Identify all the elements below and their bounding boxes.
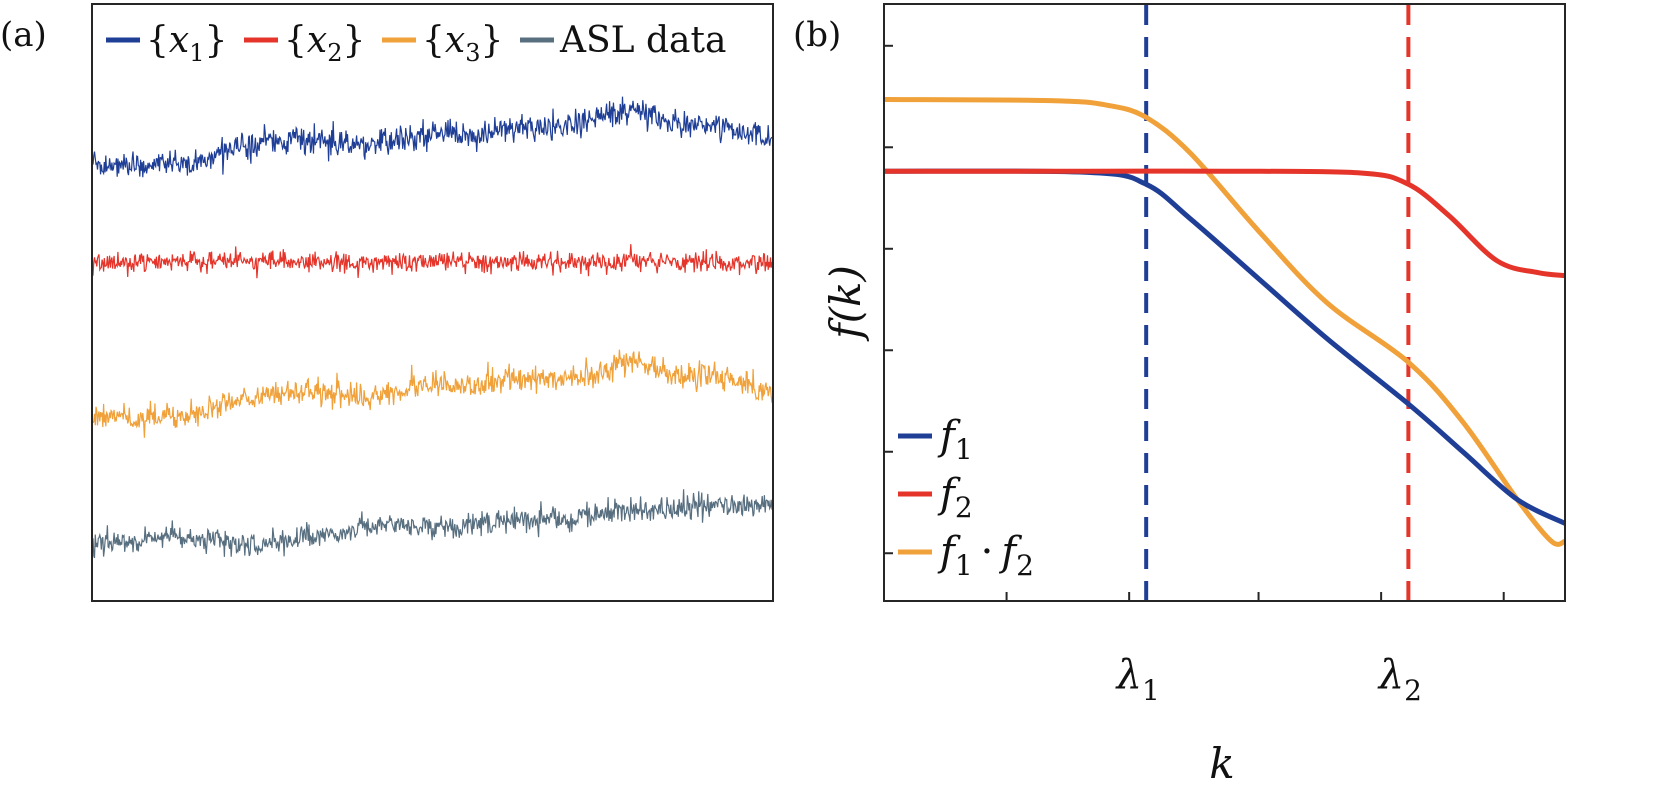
series-line-f_2 (884, 168, 1566, 279)
legend-text: {x1} (146, 20, 227, 67)
legend-text: {x2} (284, 20, 365, 67)
legend-text: f2 (937, 471, 973, 524)
legend-text: f1 · f2 (937, 529, 1034, 582)
panel-a-series-line (92, 96, 773, 178)
series-line-f_1 · f_2 (883, 97, 1566, 547)
legend-text: ASL data (559, 20, 726, 61)
panel-a-series-line (92, 489, 773, 559)
x-tick-label: λ2 (1377, 652, 1422, 707)
panel-b-ticks (884, 44, 1505, 601)
legend-text: f1 (937, 413, 973, 466)
x-tick-label: λ1 (1115, 652, 1160, 707)
panel-b-plot (883, 5, 1567, 600)
series-line-f_1 (883, 168, 1567, 526)
panel-a-legend: {x1} {x2} {x3} ASL data (106, 20, 726, 67)
panel-a-series-group (92, 96, 773, 559)
panel-a-series-line (92, 349, 773, 438)
panel-a-series-line (92, 244, 773, 279)
panel-b-x-tick-labels: λ1 λ2 (1115, 652, 1422, 707)
panel-a-frame (91, 3, 774, 602)
panel-b-xlabel: k (1209, 739, 1234, 788)
panel-b-label: (b) (793, 15, 841, 55)
panel-b-ylabel: f(k) (821, 265, 870, 342)
legend-text: {x3} (422, 20, 503, 67)
panel-b-frame (883, 3, 1566, 602)
panel-a-label: (a) (0, 15, 47, 55)
